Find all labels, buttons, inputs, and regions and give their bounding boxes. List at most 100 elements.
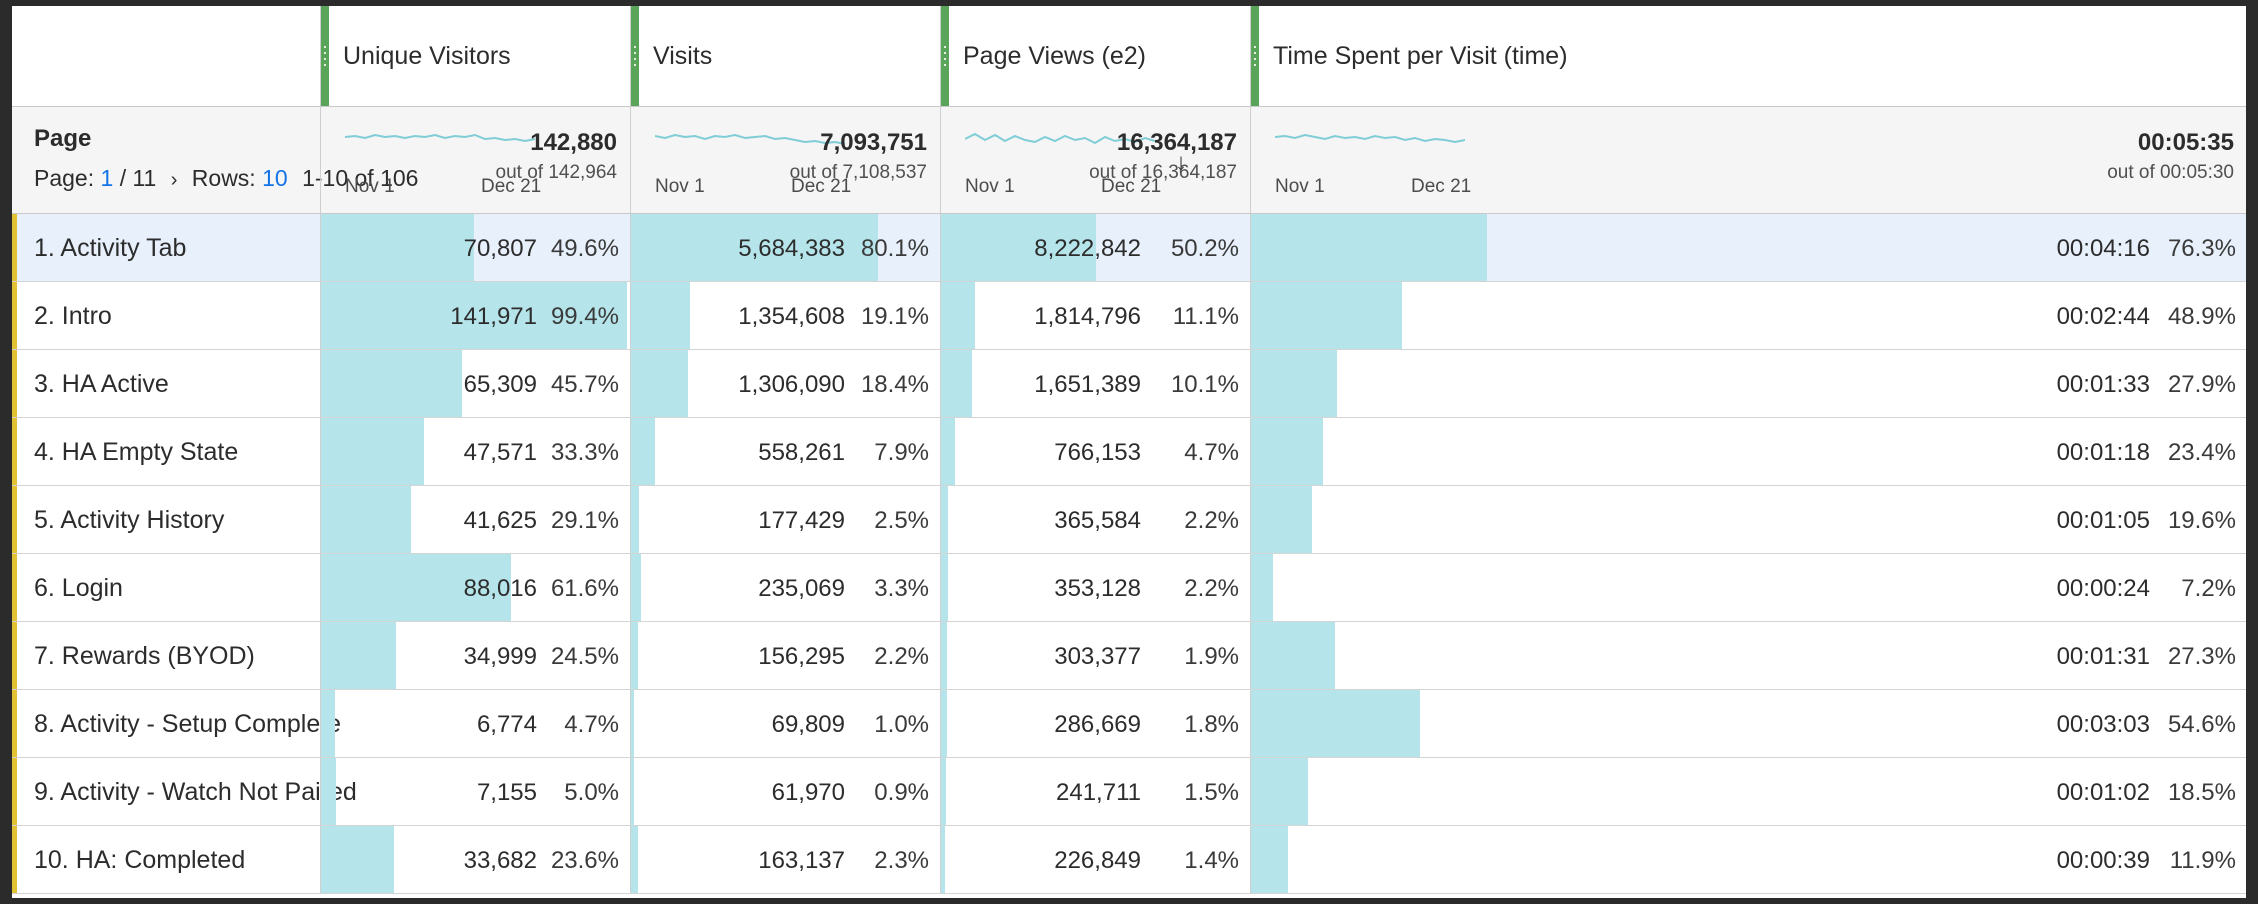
metric-cell[interactable]: 1,354,608 19.1% (630, 282, 939, 349)
metric-value: 00:01:18 (2056, 439, 2150, 466)
metric-cell[interactable]: 69,809 1.0% (630, 690, 939, 757)
percent-bar (1251, 418, 1323, 485)
metric-cell[interactable]: 7,155 5.0% (320, 758, 629, 825)
metric-cell[interactable]: 8,222,842 50.2% (940, 214, 1249, 281)
metric-cell[interactable]: 156,295 2.2% (630, 622, 939, 689)
metric-cell[interactable]: 286,669 1.8% (940, 690, 1249, 757)
metric-cell[interactable]: 141,971 99.4% (320, 282, 629, 349)
metric-cell[interactable]: 88,016 61.6% (320, 554, 629, 621)
row-label[interactable]: 10. HA: Completed (34, 846, 246, 874)
table-row[interactable]: 8. Activity - Setup Complete 6,774 4.7% 69,… (12, 690, 2246, 758)
drag-handle-icon[interactable] (1251, 6, 1259, 106)
table-row[interactable]: 2. Intro 141,971 99.4% 1,354,608 19.1% 1,814,… (12, 282, 2246, 350)
metric-cell[interactable]: 5,684,383 80.1% (630, 214, 939, 281)
row-accent (12, 622, 17, 689)
dimension-title[interactable]: Page (34, 125, 92, 152)
drag-handle-icon[interactable] (941, 6, 949, 106)
chevron-right-icon[interactable]: › (170, 169, 178, 191)
drag-handle-icon[interactable] (631, 6, 639, 106)
row-label[interactable]: 8. Activity - Setup Complete (34, 710, 342, 738)
row-label[interactable]: 1. Activity Tab (34, 234, 187, 262)
rows-per-page-select[interactable]: 10 (262, 165, 288, 191)
metric-cell[interactable]: 61,970 0.9% (630, 758, 939, 825)
metric-cell[interactable]: 00:01:18 23.4% (1250, 418, 2246, 485)
metric-cell[interactable]: 177,429 2.5% (630, 486, 939, 553)
column-label[interactable]: Time Spent per Visit (time) (1273, 42, 1568, 70)
table-row[interactable]: 3. HA Active 65,309 45.7% 1,306,090 18.4% 1,6… (12, 350, 2246, 418)
metric-cell[interactable]: 70,807 49.6% (320, 214, 629, 281)
percent-bar (1251, 622, 1335, 689)
metric-cell[interactable]: 00:01:33 27.9% (1250, 350, 2246, 417)
metric-cell[interactable]: 00:01:05 19.6% (1250, 486, 2246, 553)
metric-cell[interactable]: 00:01:02 18.5% (1250, 758, 2246, 825)
column-header-visits[interactable]: Visits (630, 6, 940, 106)
metric-cell[interactable]: 00:00:39 11.9% (1250, 826, 2246, 893)
row-label[interactable]: 5. Activity History (34, 506, 225, 534)
row-label[interactable]: 7. Rewards (BYOD) (34, 642, 255, 670)
column-header-unique-visitors[interactable]: Unique Visitors (320, 6, 630, 106)
table-row[interactable]: 9. Activity - Watch Not Paired 7,155 5.0% 6… (12, 758, 2246, 826)
table-row[interactable]: 1. Activity Tab 70,807 49.6% 5,684,383 80.1%… (12, 214, 2246, 282)
column-label[interactable]: Visits (653, 42, 713, 70)
percent-bar (631, 758, 634, 825)
metric-cell[interactable]: 00:00:24 7.2% (1250, 554, 2246, 621)
drag-handle-icon[interactable] (321, 6, 329, 106)
metric-cell[interactable]: 235,069 3.3% (630, 554, 939, 621)
sparkline-end-date: Dec 21 (1411, 176, 1472, 197)
column-header-page-views[interactable]: Page Views (e2) (940, 6, 1250, 106)
row-accent (12, 554, 17, 621)
sparkline[interactable] (345, 127, 537, 151)
percent-bar (321, 690, 335, 757)
percent-bar (631, 690, 634, 757)
metric-cell[interactable]: 33,682 23.6% (320, 826, 629, 893)
row-label[interactable]: 6. Login (34, 574, 123, 602)
metric-cell[interactable]: 41,625 29.1% (320, 486, 629, 553)
metric-cell[interactable]: 558,261 7.9% (630, 418, 939, 485)
metric-cell[interactable]: 353,128 2.2% (940, 554, 1249, 621)
metric-cell[interactable]: 34,999 24.5% (320, 622, 629, 689)
metric-cell[interactable]: 6,774 4.7% (320, 690, 629, 757)
metric-cell[interactable]: 65,309 45.7% (320, 350, 629, 417)
metric-percent: 3.3% (874, 575, 929, 602)
metric-cell[interactable]: 1,306,090 18.4% (630, 350, 939, 417)
percent-bar (321, 214, 474, 281)
metric-cell[interactable]: 1,651,389 10.1% (940, 350, 1249, 417)
percent-bar (631, 554, 641, 621)
row-label[interactable]: 4. HA Empty State (34, 438, 239, 466)
summary-cell: Nov 1 Dec 21 142,880 out of 142,964 (320, 107, 629, 213)
metric-cell[interactable]: 00:01:31 27.3% (1250, 622, 2246, 689)
metric-cell[interactable]: 00:04:16 76.3% (1250, 214, 2246, 281)
row-label[interactable]: 3. HA Active (34, 370, 169, 398)
sparkline[interactable] (1275, 127, 1467, 151)
metric-cell[interactable]: 00:03:03 54.6% (1250, 690, 2246, 757)
metric-cell[interactable]: 163,137 2.3% (630, 826, 939, 893)
metric-value: 7,155 (476, 779, 537, 806)
metric-percent: 1.4% (1184, 847, 1239, 874)
column-label[interactable]: Unique Visitors (343, 42, 511, 70)
metric-cell[interactable]: 303,377 1.9% (940, 622, 1249, 689)
metric-cell[interactable]: 00:02:44 48.9% (1250, 282, 2246, 349)
sparkline-end-date: Dec 21 (791, 176, 852, 197)
table-row[interactable]: 7. Rewards (BYOD) 34,999 24.5% 156,295 2.2% 3… (12, 622, 2246, 690)
column-header-time-spent[interactable]: Time Spent per Visit (time) (1250, 6, 1568, 106)
sparkline[interactable] (655, 127, 847, 151)
table-row[interactable]: 5. Activity History 41,625 29.1% 177,429 2.5… (12, 486, 2246, 554)
metric-cell[interactable]: 226,849 1.4% (940, 826, 1249, 893)
metric-cell[interactable]: 241,711 1.5% (940, 758, 1249, 825)
dimension-header: Page Page: 1 / 11 › Rows: 10 1-10 of 106 (34, 125, 418, 192)
row-label[interactable]: 9. Activity - Watch Not Paired (34, 778, 357, 806)
sparkline[interactable] (965, 127, 1157, 151)
metric-cell[interactable]: 766,153 4.7% (940, 418, 1249, 485)
percent-bar (941, 214, 1096, 281)
table-row[interactable]: 4. HA Empty State 47,571 33.3% 558,261 7.9% 7… (12, 418, 2246, 486)
metric-value: 353,128 (1054, 575, 1141, 602)
metric-cell[interactable]: 1,814,796 11.1% (940, 282, 1249, 349)
row-label[interactable]: 2. Intro (34, 302, 112, 330)
table-row[interactable]: 10. HA: Completed 33,682 23.6% 163,137 2.3% 2… (12, 826, 2246, 894)
table-row[interactable]: 6. Login 88,016 61.6% 235,069 3.3% 353,128 2.2… (12, 554, 2246, 622)
metric-cell[interactable]: 47,571 33.3% (320, 418, 629, 485)
sort-descending-icon[interactable]: ↓ (1175, 149, 1187, 176)
column-label[interactable]: Page Views (e2) (963, 42, 1146, 70)
page-current-input[interactable]: 1 (100, 165, 114, 191)
metric-cell[interactable]: 365,584 2.2% (940, 486, 1249, 553)
